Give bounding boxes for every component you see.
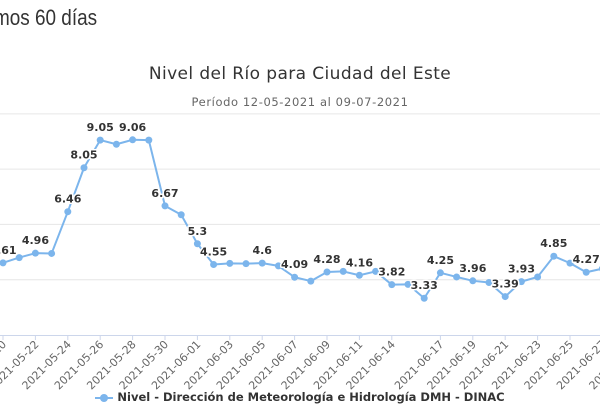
data-point[interactable] <box>420 294 428 302</box>
data-point[interactable] <box>145 136 153 144</box>
data-label: 9.06 <box>119 121 146 134</box>
data-point[interactable] <box>339 267 347 275</box>
legend-item[interactable]: Nivel - Dirección de Meteorología e Hidr… <box>95 390 505 404</box>
data-label: 4.96 <box>22 234 49 247</box>
data-point[interactable] <box>177 211 185 219</box>
series-line-group[interactable] <box>2 138 600 300</box>
legend[interactable]: Nivel - Dirección de Meteorología e Hidr… <box>0 390 600 404</box>
data-point[interactable] <box>355 271 363 279</box>
data-point[interactable] <box>566 259 574 267</box>
data-point[interactable] <box>15 254 23 262</box>
data-point[interactable] <box>469 277 477 285</box>
grid-lines <box>0 113 600 336</box>
data-point[interactable] <box>274 262 282 270</box>
chart-subtitle: Período 12-05-2021 al 09-07-2021 <box>191 95 409 109</box>
data-label: 3.82 <box>378 266 405 279</box>
data-label: 6.46 <box>54 193 81 206</box>
data-points[interactable] <box>0 136 600 302</box>
data-point[interactable] <box>112 140 120 148</box>
data-point[interactable] <box>258 259 266 267</box>
data-point[interactable] <box>501 293 509 301</box>
page-heading: mos 60 días <box>0 5 98 30</box>
data-label: 4.27 <box>573 253 600 266</box>
data-point[interactable] <box>404 280 412 288</box>
data-point[interactable] <box>48 249 56 257</box>
data-point[interactable] <box>453 273 461 281</box>
data-point[interactable] <box>323 268 331 276</box>
data-point[interactable] <box>485 278 493 286</box>
data-point[interactable] <box>161 202 169 210</box>
data-point[interactable] <box>436 269 444 277</box>
data-label: 4.16 <box>346 256 373 269</box>
data-point[interactable] <box>388 281 396 289</box>
data-point[interactable] <box>80 164 88 172</box>
legend-label: Nivel - Dirección de Meteorología e Hidr… <box>117 390 505 404</box>
data-point[interactable] <box>517 278 525 286</box>
data-label: 4.09 <box>281 258 308 271</box>
data-label: 4.85 <box>540 237 567 250</box>
data-label: 5.3 <box>188 225 208 238</box>
data-point[interactable] <box>96 136 104 144</box>
data-point[interactable] <box>226 259 234 267</box>
data-label: 8.05 <box>70 149 97 162</box>
data-label: 3.93 <box>508 263 535 276</box>
data-label: 4.28 <box>313 253 340 266</box>
data-point[interactable] <box>242 260 250 268</box>
data-point[interactable] <box>64 208 72 216</box>
x-axis: 2021-05-202021-05-222021-05-242021-05-26… <box>0 335 600 392</box>
data-point[interactable] <box>372 267 380 275</box>
series-line[interactable] <box>2 138 600 300</box>
data-label: 6.67 <box>151 187 178 200</box>
data-point[interactable] <box>129 136 137 144</box>
data-point[interactable] <box>550 252 558 260</box>
data-label: 3.33 <box>411 279 438 292</box>
legend-symbol-icon <box>95 393 114 402</box>
chart-title: Nivel del Río para Ciudad del Este <box>148 64 452 84</box>
data-labels: 4.61 4.96 6.46 8.05 9.05 9.06 6.67 5.3 4.55 4.6 4.… <box>0 119 600 293</box>
data-label: 3.96 <box>459 262 486 275</box>
data-point[interactable] <box>31 249 39 257</box>
data-point[interactable] <box>307 277 315 285</box>
data-point[interactable] <box>193 240 201 248</box>
data-point[interactable] <box>582 268 590 276</box>
data-point[interactable] <box>0 259 7 267</box>
data-label: 4.25 <box>427 254 454 267</box>
data-label: 4.61 <box>0 244 17 257</box>
data-label: 9.05 <box>87 121 114 134</box>
data-label: 3.39 <box>492 278 519 291</box>
data-point[interactable] <box>534 273 542 281</box>
data-point[interactable] <box>291 273 299 281</box>
data-label: 4.55 <box>200 246 227 259</box>
data-point[interactable] <box>210 261 218 268</box>
data-label: 4.6 <box>252 244 272 257</box>
